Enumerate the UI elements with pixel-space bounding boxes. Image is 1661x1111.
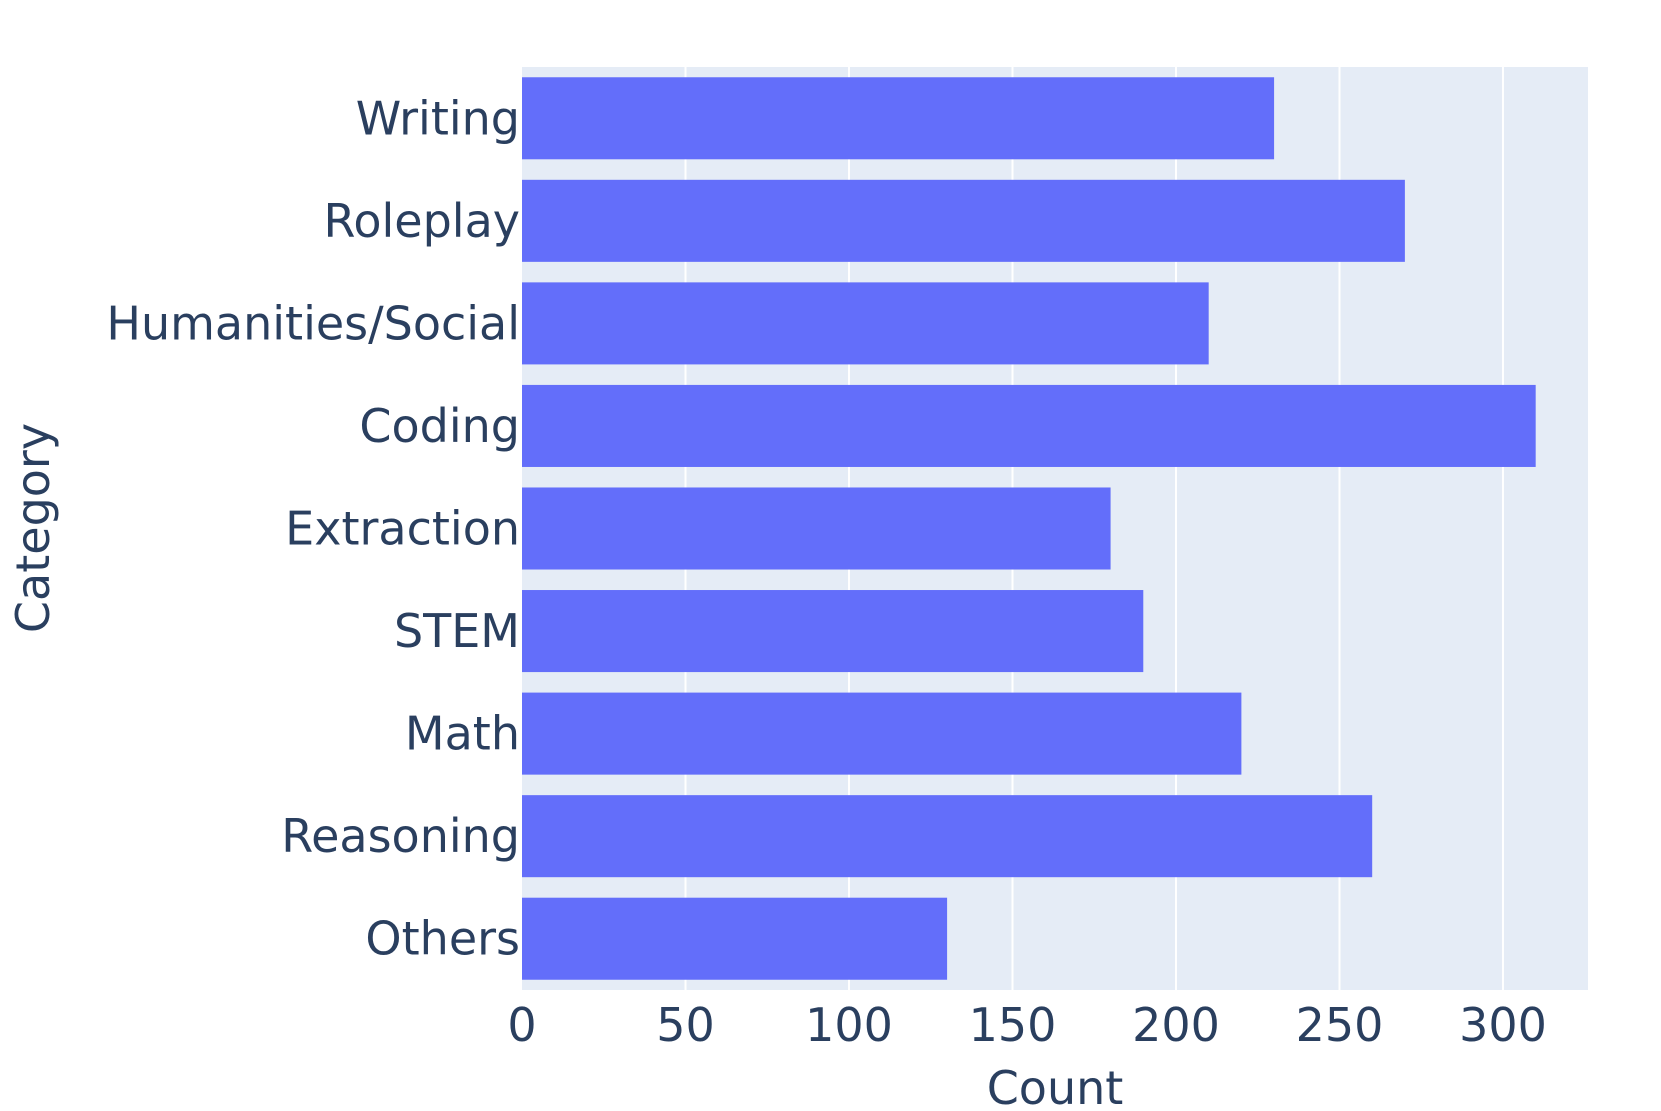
y-tick-label-0: Writing <box>356 91 520 145</box>
x-tick-label-3: 150 <box>969 998 1057 1052</box>
bar-2 <box>522 282 1209 365</box>
y-tick-label-6: Math <box>405 707 520 761</box>
y-tick-labels: Writing Roleplay Humanities/Social Coding Ex… <box>106 91 520 965</box>
y-tick-label-8: Others <box>365 912 520 966</box>
y-tick-label-1: Roleplay <box>323 194 520 248</box>
y-tick-label-4: Extraction <box>285 502 520 556</box>
bar-3 <box>522 384 1536 467</box>
bars <box>522 77 1536 980</box>
y-tick-label-7: Reasoning <box>281 809 520 863</box>
bar-1 <box>522 179 1405 262</box>
x-tick-label-2: 100 <box>805 998 893 1052</box>
x-tick-label-4: 200 <box>1132 998 1220 1052</box>
bar-6 <box>522 692 1242 775</box>
y-tick-label-3: Coding <box>359 399 520 453</box>
bar-4 <box>522 487 1111 570</box>
x-tick-label-5: 250 <box>1296 998 1384 1052</box>
x-axis-title: Count <box>987 1061 1124 1107</box>
y-tick-label-2: Humanities/Social <box>106 296 520 350</box>
y-tick-label-5: STEM <box>394 604 520 658</box>
bar-7 <box>522 795 1373 878</box>
x-tick-label-1: 50 <box>656 998 715 1052</box>
bar-0 <box>522 77 1275 160</box>
bar-5 <box>522 590 1144 673</box>
x-tick-labels: 0 50 100 150 200 250 300 <box>507 998 1547 1052</box>
x-tick-label-6: 300 <box>1459 998 1547 1052</box>
bar-8 <box>522 897 948 980</box>
x-tick-label-0: 0 <box>507 998 536 1052</box>
y-axis-title: Category <box>6 423 60 633</box>
